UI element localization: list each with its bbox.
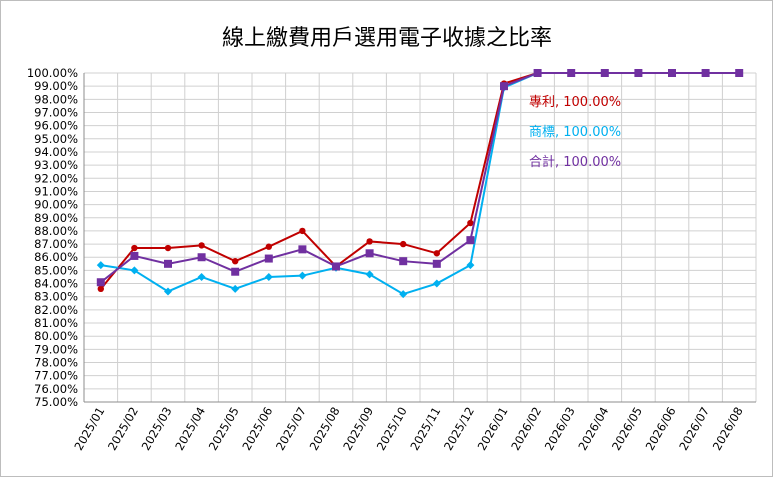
data-point bbox=[198, 273, 206, 281]
x-tick-label: 2026/03 bbox=[542, 405, 578, 453]
data-point bbox=[366, 249, 374, 257]
data-label-annotation: 商標, 100.00% bbox=[529, 125, 621, 140]
data-point bbox=[97, 278, 105, 286]
data-point bbox=[98, 286, 104, 292]
y-tick-label: 80.00% bbox=[34, 329, 78, 343]
y-tick-label: 84.00% bbox=[34, 277, 78, 291]
y-tick-label: 96.00% bbox=[34, 119, 78, 133]
data-point bbox=[299, 228, 305, 234]
y-tick-label: 97.00% bbox=[34, 105, 78, 119]
gridlines bbox=[84, 73, 756, 402]
x-tick-label: 2025/01 bbox=[71, 405, 107, 453]
y-tick-label: 76.00% bbox=[34, 382, 78, 396]
data-point bbox=[231, 285, 239, 293]
y-tick-label: 77.00% bbox=[34, 369, 78, 383]
y-tick-label: 95.00% bbox=[34, 132, 78, 146]
y-tick-label: 82.00% bbox=[34, 303, 78, 317]
x-axis-ticks: 2025/012025/022025/032025/042025/052025/… bbox=[71, 405, 745, 453]
y-tick-label: 94.00% bbox=[34, 145, 78, 159]
data-label-annotation: 專利, 100.00% bbox=[529, 95, 621, 110]
x-tick-label: 2026/08 bbox=[710, 405, 746, 453]
data-point bbox=[265, 273, 273, 281]
data-label-annotation: 合計, 100.00% bbox=[529, 154, 621, 170]
data-point bbox=[232, 258, 238, 264]
y-tick-label: 87.00% bbox=[34, 237, 78, 251]
y-tick-label: 85.00% bbox=[34, 263, 78, 277]
data-point bbox=[97, 261, 105, 269]
y-tick-label: 98.00% bbox=[34, 92, 78, 106]
data-point bbox=[130, 252, 138, 260]
data-point bbox=[433, 280, 441, 288]
data-point bbox=[198, 242, 204, 248]
y-tick-label: 90.00% bbox=[34, 198, 78, 212]
data-point bbox=[298, 245, 306, 253]
x-tick-label: 2025/06 bbox=[239, 405, 275, 453]
y-axis-ticks: 75.00%76.00%77.00%78.00%79.00%80.00%81.0… bbox=[27, 66, 78, 409]
x-tick-label: 2025/12 bbox=[441, 405, 477, 453]
data-point bbox=[634, 69, 642, 77]
data-point bbox=[500, 82, 508, 90]
y-tick-label: 91.00% bbox=[34, 184, 78, 198]
x-tick-label: 2025/10 bbox=[374, 405, 410, 453]
y-tick-label: 93.00% bbox=[34, 158, 78, 172]
data-point bbox=[131, 245, 137, 251]
data-point bbox=[231, 268, 239, 276]
data-point bbox=[399, 257, 407, 265]
x-tick-label: 2025/08 bbox=[307, 405, 343, 453]
data-point bbox=[466, 236, 474, 244]
data-point bbox=[366, 238, 372, 244]
x-tick-label: 2025/11 bbox=[407, 405, 443, 453]
data-point bbox=[601, 69, 609, 77]
data-point bbox=[198, 253, 206, 261]
x-tick-label: 2025/03 bbox=[139, 405, 175, 453]
data-point bbox=[466, 261, 474, 269]
y-tick-label: 89.00% bbox=[34, 211, 78, 225]
y-tick-label: 78.00% bbox=[34, 356, 78, 370]
y-tick-label: 81.00% bbox=[34, 316, 78, 330]
y-tick-label: 75.00% bbox=[34, 395, 78, 409]
x-tick-label: 2025/04 bbox=[172, 405, 208, 453]
data-point bbox=[400, 241, 406, 247]
y-tick-label: 92.00% bbox=[34, 171, 78, 185]
data-point bbox=[332, 262, 340, 270]
y-tick-label: 86.00% bbox=[34, 250, 78, 264]
data-point bbox=[534, 69, 542, 77]
x-tick-label: 2025/07 bbox=[273, 405, 309, 453]
data-point bbox=[567, 69, 575, 77]
y-tick-label: 99.00% bbox=[34, 79, 78, 93]
x-tick-label: 2026/07 bbox=[676, 405, 712, 453]
data-point bbox=[433, 260, 441, 268]
data-point bbox=[735, 69, 743, 77]
x-tick-label: 2025/09 bbox=[340, 405, 376, 453]
x-tick-label: 2026/02 bbox=[508, 405, 544, 453]
data-point bbox=[702, 69, 710, 77]
data-point bbox=[165, 245, 171, 251]
x-tick-label: 2026/06 bbox=[643, 405, 679, 453]
y-tick-label: 88.00% bbox=[34, 224, 78, 238]
data-point bbox=[265, 255, 273, 263]
y-tick-label: 79.00% bbox=[34, 342, 78, 356]
x-tick-label: 2025/05 bbox=[206, 405, 242, 453]
x-tick-label: 2026/01 bbox=[475, 405, 511, 453]
x-tick-label: 2025/02 bbox=[105, 405, 141, 453]
chart-title: 線上繳費用戶選用電子收據之比率 bbox=[222, 26, 552, 51]
x-tick-label: 2026/04 bbox=[575, 405, 611, 453]
data-point bbox=[164, 260, 172, 268]
data-point bbox=[266, 244, 272, 250]
data-point bbox=[434, 250, 440, 256]
x-tick-label: 2026/05 bbox=[609, 405, 645, 453]
y-tick-label: 83.00% bbox=[34, 290, 78, 304]
data-point bbox=[298, 272, 306, 280]
annotations: 專利, 100.00% 商標, 100.00% 合計, 100.00% bbox=[529, 95, 621, 170]
y-tick-label: 100.00% bbox=[27, 66, 78, 80]
data-point bbox=[668, 69, 676, 77]
